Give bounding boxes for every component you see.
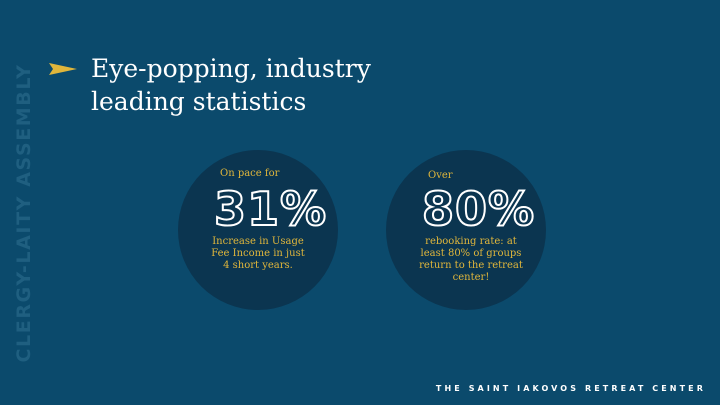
stat-description: Increase in Usage Fee Income in just 4 s… (211, 236, 305, 271)
stat-value: 31% (213, 182, 328, 236)
slide-title: Eye-popping, industry leading statistics (91, 52, 411, 118)
title-line-1: Eye-popping, industry (91, 54, 371, 83)
stat-description: rebooking rate: at least 80% of groups r… (419, 236, 523, 283)
stat-value: 80% (421, 182, 536, 236)
side-label: CLERGY-LAITY ASSEMBLY (13, 63, 35, 363)
stat-prefix: On pace for (220, 168, 280, 179)
footer-organization: THE SAINT IAKOVOS RETREAT CENTER (435, 384, 706, 393)
title-line-2: leading statistics (91, 87, 307, 116)
stat-prefix: Over (428, 170, 453, 181)
arrow-icon (49, 63, 77, 75)
stat-circle-usage-fee (178, 150, 338, 310)
stat-circle-rebooking (386, 150, 546, 310)
